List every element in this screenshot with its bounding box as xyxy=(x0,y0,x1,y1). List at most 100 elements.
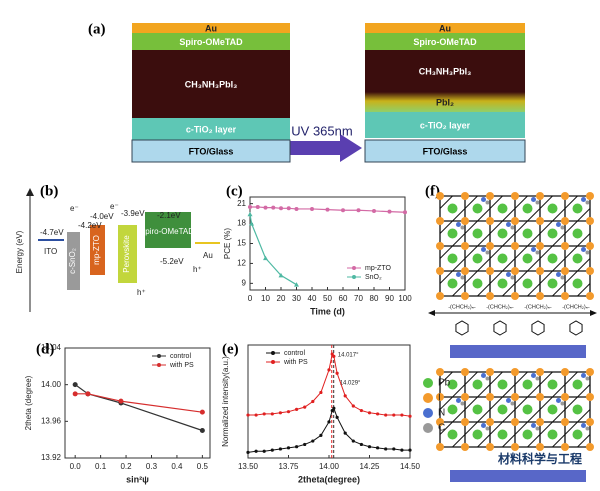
pb-atom xyxy=(522,203,533,214)
i-atom xyxy=(511,192,519,200)
c-atom xyxy=(460,401,465,406)
bond xyxy=(539,270,553,284)
c-atom xyxy=(460,275,465,280)
bond xyxy=(452,208,466,222)
i-atom xyxy=(436,443,444,451)
data-point xyxy=(376,412,380,416)
bond xyxy=(539,421,553,435)
i-atom xyxy=(486,217,494,225)
pb-atom xyxy=(447,404,458,415)
pb-atom xyxy=(497,253,508,264)
benzene xyxy=(493,320,507,336)
energy-label: c-SnO₂ xyxy=(68,248,77,274)
bond xyxy=(464,245,478,259)
i-atom xyxy=(586,418,594,426)
legend-label: C xyxy=(438,423,445,434)
i-atom xyxy=(586,267,594,275)
bond xyxy=(564,371,578,385)
n-atom xyxy=(581,247,586,252)
pb-atom xyxy=(472,379,483,390)
bond xyxy=(539,245,553,259)
i-atom xyxy=(511,418,519,426)
i-atom xyxy=(586,292,594,300)
i-atom xyxy=(511,393,519,401)
bond xyxy=(439,195,453,209)
layer xyxy=(365,112,525,138)
legend-label: N xyxy=(438,408,445,419)
n-atom xyxy=(581,373,586,378)
data-point xyxy=(263,205,268,210)
data-point xyxy=(294,206,299,211)
data-point xyxy=(408,414,412,418)
n-atom xyxy=(581,197,586,202)
x-tick-label: 60 xyxy=(339,294,348,303)
data-point xyxy=(311,399,315,404)
layer-label: Au xyxy=(439,23,451,33)
c-atom xyxy=(560,275,565,280)
bond xyxy=(477,434,491,448)
i-atom xyxy=(486,368,494,376)
energy-label: h⁺ xyxy=(137,288,146,297)
n-atom xyxy=(556,272,561,277)
data-point xyxy=(303,405,307,409)
y-axis-label: 2theta (degree) xyxy=(24,375,33,430)
i-atom xyxy=(586,368,594,376)
data-point xyxy=(254,413,258,417)
data-point xyxy=(246,413,250,417)
x-tick-label: 13.50 xyxy=(238,462,259,471)
pb-atom xyxy=(497,278,508,289)
layer-label: PbI₂ xyxy=(436,97,454,107)
data-point xyxy=(72,382,78,388)
data-point xyxy=(254,449,258,453)
bond xyxy=(527,208,541,222)
i-atom xyxy=(536,192,544,200)
c-atom xyxy=(535,376,540,381)
y-tick-label: 14.00 xyxy=(41,380,62,389)
data-point xyxy=(271,205,276,210)
pb-atom xyxy=(447,203,458,214)
layer-label: Spiro-OMeTAD xyxy=(413,37,477,47)
bond xyxy=(552,283,566,297)
bond xyxy=(552,258,566,272)
bond xyxy=(514,396,528,410)
panel-label: (a) xyxy=(88,21,106,37)
data-point xyxy=(294,282,299,287)
bond xyxy=(439,220,453,234)
n-atom xyxy=(556,222,561,227)
data-point xyxy=(392,447,396,451)
c-atom xyxy=(510,401,515,406)
layer xyxy=(365,23,525,33)
data-point xyxy=(295,445,299,449)
i-atom xyxy=(511,443,519,451)
x-axis-label: sin²ψ xyxy=(126,474,149,484)
bond xyxy=(539,396,553,410)
bond xyxy=(477,233,491,247)
chain-label: -(CHCH₂)ₙ- xyxy=(486,304,514,310)
data-point xyxy=(118,398,124,404)
x-axis-label: Time (d) xyxy=(310,306,345,316)
energy-label: -5.2eV xyxy=(160,257,184,266)
bond xyxy=(539,195,553,209)
bond xyxy=(577,233,591,247)
bond xyxy=(439,396,453,410)
i-atom xyxy=(461,443,469,451)
pb-atom xyxy=(547,379,558,390)
chain-label: -(CHCH₂)ₙ- xyxy=(524,304,552,310)
legend-marker xyxy=(423,393,433,403)
bond xyxy=(452,233,466,247)
bond xyxy=(514,421,528,435)
bond xyxy=(452,283,466,297)
chain-label: -(CHCH₂)ₙ- xyxy=(562,304,590,310)
series-line xyxy=(74,384,203,432)
data-point xyxy=(278,411,282,415)
bond xyxy=(452,434,466,448)
bond xyxy=(527,258,541,272)
i-atom xyxy=(536,368,544,376)
pb-atom xyxy=(547,278,558,289)
y-tick-label: 21 xyxy=(237,199,246,208)
y-tick-label: 15 xyxy=(237,239,246,248)
data-point xyxy=(327,368,331,372)
bond xyxy=(539,371,553,385)
i-atom xyxy=(486,267,494,275)
n-atom xyxy=(481,247,486,252)
